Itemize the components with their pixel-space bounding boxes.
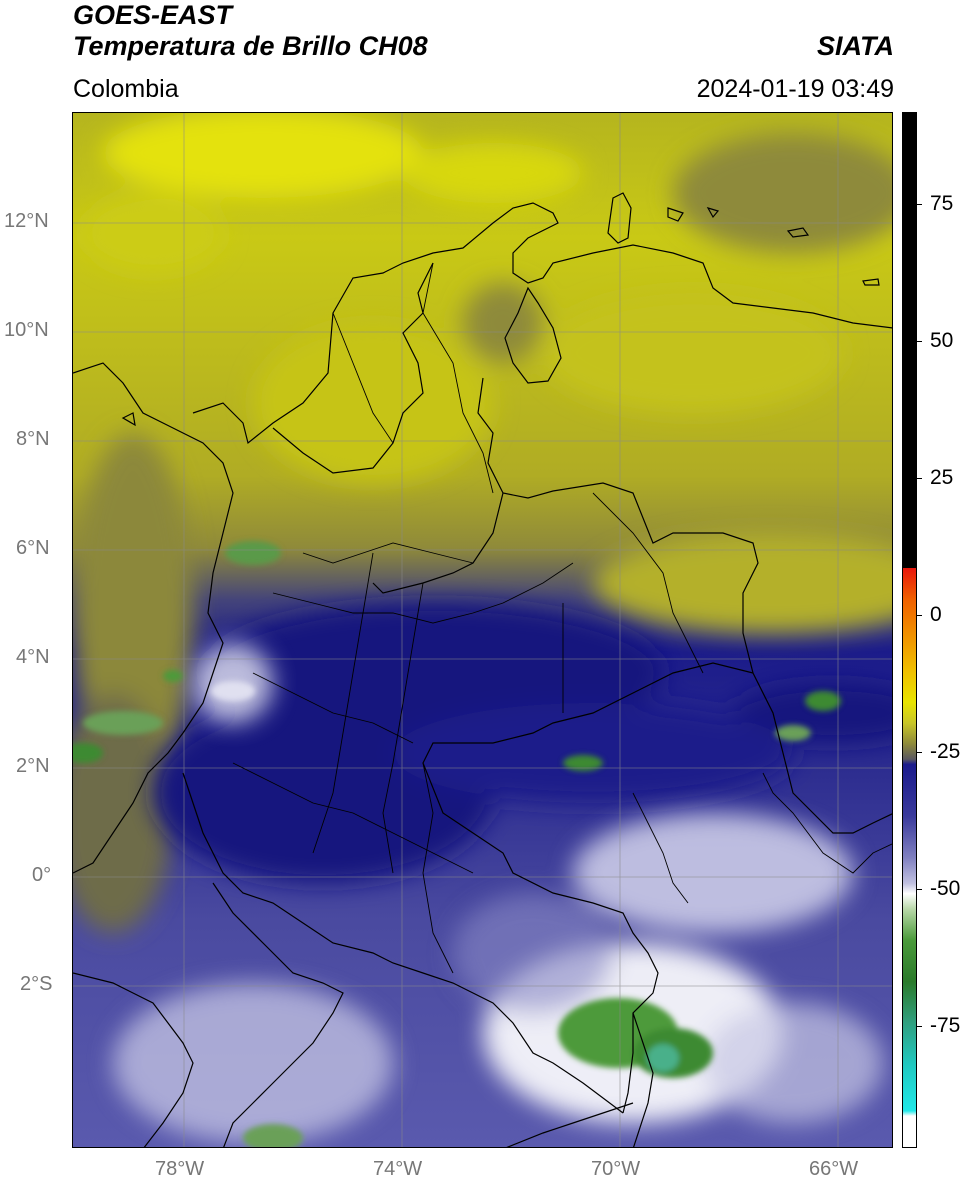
lat-label-2n: 2°N (16, 755, 50, 777)
cb-label-50: 50 (930, 329, 954, 352)
lon-label-78w: 78°W (155, 1158, 205, 1180)
cold-band (153, 603, 892, 883)
cb-label-75: 75 (930, 192, 954, 215)
cb-label-m75: -75 (930, 1014, 961, 1037)
product-title: Temperatura de Brillo CH08 (73, 31, 428, 61)
colorbar (902, 112, 917, 1148)
datetime-label: 2024-01-19 03:49 (696, 75, 894, 103)
cb-tick-m50 (917, 889, 922, 890)
title-block-right: SIATA 2024-01-19 03:49 (697, 31, 894, 104)
lon-label-70w: 70°W (591, 1158, 641, 1180)
cb-label-25: 25 (930, 466, 954, 489)
satellite-title: GOES-EAST (73, 0, 233, 30)
cb-tick-m25 (917, 752, 922, 753)
cb-label-m25: -25 (930, 740, 961, 763)
lat-label-8n: 8°N (16, 428, 50, 450)
lat-label-12n: 12°N (4, 210, 49, 232)
cb-tick-0 (917, 615, 922, 616)
cb-label-m50: -50 (930, 877, 961, 900)
cb-tick-25 (917, 478, 922, 479)
lat-label-2s: 2°S (20, 973, 53, 995)
country-borders (73, 192, 892, 1147)
graticule (73, 113, 892, 1147)
colorbar-gradient (903, 113, 916, 1147)
cold-cloud-tops (73, 541, 841, 1147)
cb-tick-75 (917, 204, 922, 205)
lat-label-4n: 4°N (16, 646, 50, 668)
agency-label: SIATA (817, 31, 894, 61)
map-canvas (73, 113, 892, 1147)
satellite-map (72, 112, 893, 1148)
cb-tick-50 (917, 341, 922, 342)
lat-label-0: 0° (32, 864, 52, 886)
lon-label-66w: 66°W (809, 1158, 859, 1180)
lat-label-10n: 10°N (4, 319, 49, 341)
region-label: Colombia (73, 75, 179, 103)
cb-label-0: 0 (930, 603, 942, 626)
cb-tick-m75 (917, 1026, 922, 1027)
title-block-left: GOES-EAST Temperatura de Brillo CH08 Col… (73, 0, 428, 104)
lat-label-6n: 6°N (16, 537, 50, 559)
lon-label-74w: 74°W (373, 1158, 423, 1180)
